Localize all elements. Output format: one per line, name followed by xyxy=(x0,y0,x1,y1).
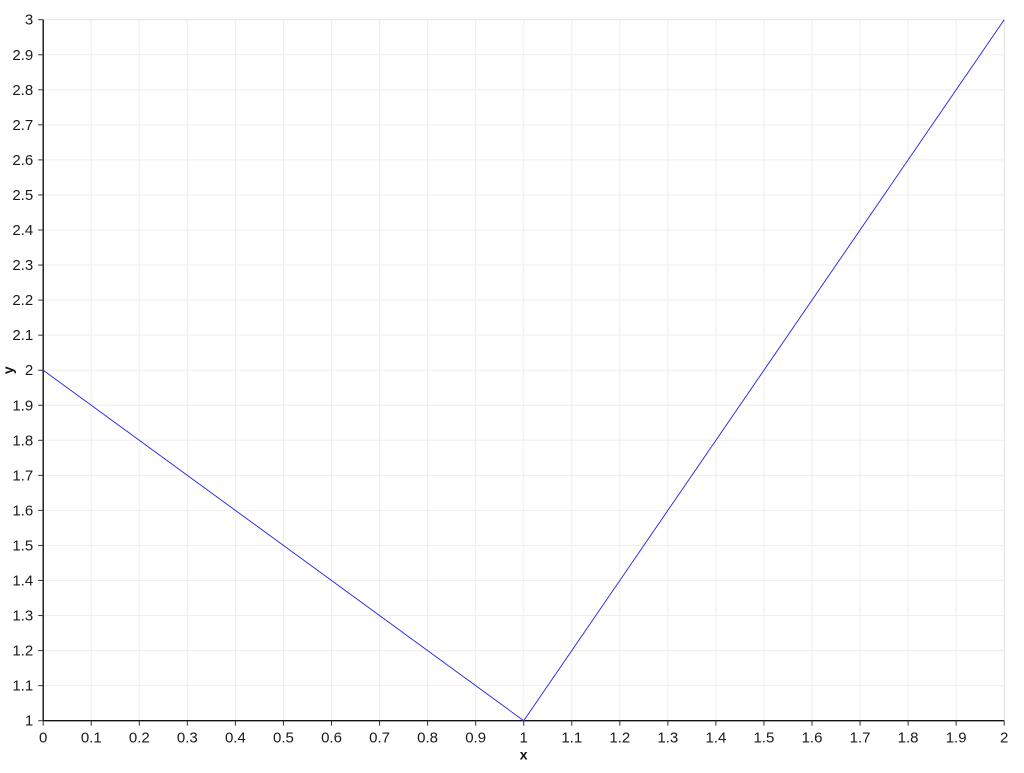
svg-text:1.8: 1.8 xyxy=(898,730,919,747)
svg-text:1.7: 1.7 xyxy=(850,730,871,747)
svg-text:1.4: 1.4 xyxy=(12,573,33,590)
svg-text:1.6: 1.6 xyxy=(12,502,33,519)
svg-text:2.2: 2.2 xyxy=(12,292,33,309)
svg-text:0.4: 0.4 xyxy=(225,730,246,747)
svg-text:1.8: 1.8 xyxy=(12,432,33,449)
svg-text:1.7: 1.7 xyxy=(12,467,33,484)
svg-text:1.1: 1.1 xyxy=(561,730,582,747)
svg-text:1.9: 1.9 xyxy=(946,730,967,747)
svg-text:2.8: 2.8 xyxy=(12,82,33,99)
svg-text:0: 0 xyxy=(39,730,47,747)
svg-text:0.7: 0.7 xyxy=(369,730,390,747)
svg-text:0.2: 0.2 xyxy=(129,730,150,747)
svg-text:0.6: 0.6 xyxy=(321,730,342,747)
svg-text:0.3: 0.3 xyxy=(177,730,198,747)
svg-text:2.3: 2.3 xyxy=(12,257,33,274)
svg-text:1.2: 1.2 xyxy=(609,730,630,747)
svg-text:1.3: 1.3 xyxy=(657,730,678,747)
svg-text:2.5: 2.5 xyxy=(12,187,33,204)
svg-text:1.4: 1.4 xyxy=(705,730,726,747)
svg-text:1: 1 xyxy=(520,730,528,747)
svg-text:x: x xyxy=(520,747,528,763)
svg-text:1.3: 1.3 xyxy=(12,608,33,625)
svg-text:1.2: 1.2 xyxy=(12,643,33,660)
svg-text:1.1: 1.1 xyxy=(12,678,33,695)
svg-text:1.6: 1.6 xyxy=(802,730,823,747)
svg-text:1.5: 1.5 xyxy=(754,730,775,747)
svg-text:0.9: 0.9 xyxy=(465,730,486,747)
svg-text:2.6: 2.6 xyxy=(12,152,33,169)
svg-text:1.5: 1.5 xyxy=(12,537,33,554)
svg-text:2: 2 xyxy=(1000,730,1008,747)
svg-text:3: 3 xyxy=(25,12,33,29)
svg-text:y: y xyxy=(0,366,16,374)
svg-text:2.9: 2.9 xyxy=(12,47,33,64)
svg-text:0.5: 0.5 xyxy=(273,730,294,747)
svg-text:2.4: 2.4 xyxy=(12,222,33,239)
svg-text:2.1: 2.1 xyxy=(12,327,33,344)
svg-text:2: 2 xyxy=(25,362,33,379)
svg-text:1.9: 1.9 xyxy=(12,397,33,414)
svg-text:0.8: 0.8 xyxy=(417,730,438,747)
svg-text:0.1: 0.1 xyxy=(81,730,102,747)
svg-text:2.7: 2.7 xyxy=(12,117,33,134)
svg-text:1: 1 xyxy=(25,713,33,730)
